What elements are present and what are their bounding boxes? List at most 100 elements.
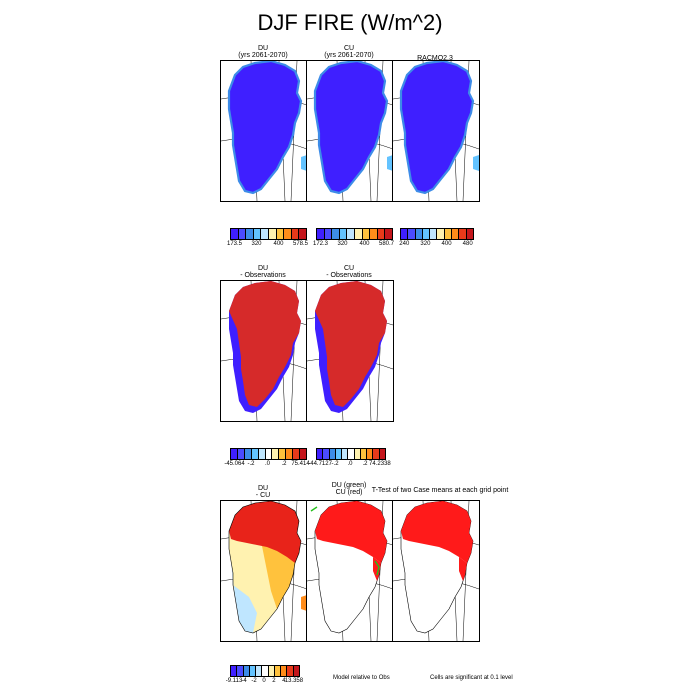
colorbar-tick-label: 173.5 xyxy=(226,241,243,247)
colorbar-swatch xyxy=(291,229,300,239)
colorbar-swatch xyxy=(231,666,238,676)
colorbar-swatch xyxy=(347,229,355,239)
colorbar-tick-label: -4 xyxy=(241,678,247,684)
map-panel-racmo xyxy=(392,60,480,202)
colorbar-tick-label: 172.3 xyxy=(312,241,329,247)
coastline xyxy=(228,501,302,634)
colorbar-swatch xyxy=(437,229,445,239)
map-panel-du xyxy=(220,60,308,202)
colorbar-tick-label: 320 xyxy=(337,241,348,247)
panel-title-line: T-Test of two Case means at each grid po… xyxy=(371,487,509,494)
chart-title: DJF FIRE (W/m^2) xyxy=(257,10,443,35)
colorbar-tick-label: -9.113 xyxy=(225,678,243,684)
colorbar-swatch xyxy=(373,449,380,459)
island-fill xyxy=(473,155,479,171)
panel-title-line: DU xyxy=(257,485,269,492)
colorbar-swatch xyxy=(317,229,325,239)
colorbar-swatch xyxy=(377,229,386,239)
map-panel-du_cu xyxy=(220,500,308,642)
colorbar-tick-label: 240 xyxy=(399,241,410,247)
colorbar-swatch xyxy=(231,449,238,459)
panel-title-line: - Observations xyxy=(326,272,372,279)
colorbar-swatch xyxy=(237,666,244,676)
figure-note: Model relative to Obs xyxy=(333,675,390,681)
colorbar-swatch xyxy=(281,666,288,676)
colorbar-swatch xyxy=(367,449,374,459)
panel-title-cu_obs: CU - Observations xyxy=(289,265,409,279)
colorbar-swatch xyxy=(286,449,294,459)
colorbar-cb_cu xyxy=(316,228,393,240)
panel-title-line: DU xyxy=(257,265,269,272)
colorbar-swatch xyxy=(422,229,431,239)
panel-title-line: - CU xyxy=(255,492,271,499)
colorbar-tick-label: -2 xyxy=(251,678,257,684)
panel-title-line: - Observations xyxy=(240,272,286,279)
colorbar-tick-label: 320 xyxy=(251,241,262,247)
colorbar-swatch xyxy=(265,449,273,459)
land-fill-north xyxy=(229,501,301,563)
colorbar-tick-label: -45.064 xyxy=(224,461,245,467)
colorbar-swatch xyxy=(452,229,460,239)
colorbar-tick-label: 13.358 xyxy=(284,678,304,684)
colorbar-swatch xyxy=(370,229,378,239)
colorbar-tick-label: 578.5 xyxy=(292,241,309,247)
map-svg-cu xyxy=(307,61,393,201)
colorbar-cb_cuobs xyxy=(316,448,386,460)
colorbar-swatch xyxy=(459,229,467,239)
panel-title-line: RACMO2.3 xyxy=(417,55,453,62)
land-fill-north xyxy=(315,501,387,563)
panel-title-du_cu: DU - CU xyxy=(203,485,323,499)
colorbar-swatch xyxy=(379,449,385,459)
colorbar-swatch xyxy=(279,449,287,459)
colorbar-tick-label: -.2 xyxy=(247,461,255,467)
map-panel-cu_obs xyxy=(306,280,394,422)
colorbar-swatch xyxy=(466,229,473,239)
colorbar-swatch xyxy=(261,229,269,239)
colorbar-swatch xyxy=(408,229,416,239)
colorbar-swatch xyxy=(317,449,324,459)
colorbar-swatch xyxy=(360,449,368,459)
land-fill-main xyxy=(229,281,301,407)
colorbar-swatch xyxy=(354,449,361,459)
colorbar-tick-label: .0 xyxy=(264,461,271,467)
colorbar-swatch xyxy=(401,229,409,239)
panel-title-line: CU xyxy=(343,265,355,272)
colorbar-swatch xyxy=(342,449,349,459)
colorbar-tick-label: .2 xyxy=(281,461,287,467)
panel-title-line: CU xyxy=(343,45,355,52)
colorbar-swatch xyxy=(293,666,299,676)
colorbar-tick-label: .0 xyxy=(347,461,353,467)
colorbar-swatch xyxy=(287,666,294,676)
colorbar-swatch xyxy=(246,229,254,239)
colorbar-tick-label: 400 xyxy=(441,241,452,247)
land-fill-north xyxy=(401,501,473,563)
colorbar-cb_du xyxy=(230,228,307,240)
colorbar-swatch xyxy=(284,229,292,239)
colorbar-swatch xyxy=(231,229,239,239)
colorbar-tick-label: 580.7 xyxy=(378,241,395,247)
map-svg-ttest xyxy=(393,501,479,641)
panel-title-ttest: T-Test of two Case means at each grid po… xyxy=(360,487,520,494)
colorbar-tick-label: 2 xyxy=(272,678,276,684)
colorbar-swatch xyxy=(251,449,259,459)
colorbar-swatch xyxy=(237,449,245,459)
island-fill xyxy=(387,155,393,171)
colorbar-swatch xyxy=(335,449,343,459)
land-fill-southwest xyxy=(231,561,257,633)
colorbar-swatch xyxy=(268,229,277,239)
colorbar-tick-label: -44.7127 xyxy=(308,461,332,467)
map-panel-cu xyxy=(306,60,394,202)
colorbar-tick-label: 74.2338 xyxy=(369,461,391,467)
colorbar-swatch xyxy=(339,229,348,239)
colorbar-tick-label: 480 xyxy=(462,241,473,247)
panel-title-cu: CU (yrs 2061-2070) xyxy=(289,45,409,59)
map-svg-racmo xyxy=(393,61,479,201)
colorbar-tick-label: .2 xyxy=(362,461,368,467)
colorbar-tick-label: 0 xyxy=(262,678,266,684)
colorbar-tick-label: 4 xyxy=(282,678,286,684)
panel-title-racmo: RACMO2.3 xyxy=(375,55,495,62)
colorbar-swatch xyxy=(268,666,275,676)
land-fill-main xyxy=(399,61,475,195)
panel-title-du: DU (yrs 2061-2070) xyxy=(203,45,323,59)
colorbar-swatch xyxy=(354,229,363,239)
